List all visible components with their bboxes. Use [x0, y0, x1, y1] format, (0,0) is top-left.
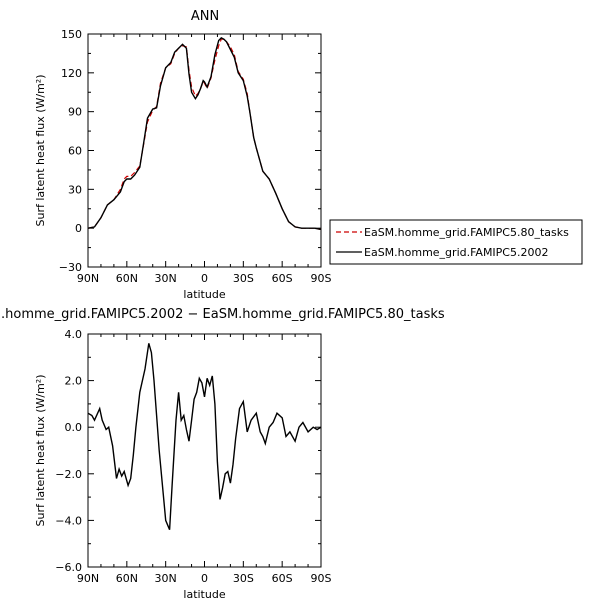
y-tick-label-1: 90: [68, 106, 82, 119]
x-tick-label-1: 0: [201, 272, 208, 285]
series-line-2-1: [88, 343, 321, 530]
legend-label-2: EaSM.homme_grid.FAMIPC5.2002: [364, 246, 548, 259]
chart-title-1: ANN: [191, 9, 219, 24]
legend-box: [329, 219, 583, 265]
x-tick-label-1: 30S: [233, 272, 254, 285]
x-axis-label-2: latitude: [183, 588, 225, 601]
y-tick-label-2: −2.0: [55, 468, 82, 481]
x-tick-label-1: 60N: [116, 272, 138, 285]
series-line-1-2: [88, 37, 321, 231]
x-tick-label-1: 90N: [77, 272, 99, 285]
plot-frame-1: [87, 33, 322, 268]
y-tick-label-2: −4.0: [55, 514, 82, 527]
y-tick-label-1: 0: [75, 222, 82, 235]
y-axis-label-2: Surf latent heat flux (W/m²): [34, 375, 47, 527]
y-tick-label-1: −30: [59, 261, 82, 274]
x-tick-label-2: 60N: [116, 572, 138, 585]
plot-frame-2: [87, 333, 322, 568]
y-tick-label-1: 30: [68, 183, 82, 196]
chart-title-2: EaSM.homme_grid.FAMIPC5.2002 − EaSM.homm…: [0, 307, 445, 322]
x-tick-label-1: 30N: [155, 272, 177, 285]
x-tick-label-1: 90S: [311, 272, 332, 285]
x-tick-label-2: 60S: [272, 572, 293, 585]
y-tick-label-2: 2.0: [65, 375, 83, 388]
y-tick-label-2: 0.0: [65, 421, 83, 434]
y-axis-label-1: Surf latent heat flux (W/m²): [34, 75, 47, 227]
series-line-1-1: [88, 38, 321, 231]
x-tick-label-2: 90S: [311, 572, 332, 585]
x-tick-label-2: 0: [201, 572, 208, 585]
x-axis-label-1: latitude: [183, 288, 225, 301]
legend-label-1: EaSM.homme_grid.FAMIPC5.80_tasks: [364, 226, 569, 239]
y-tick-label-1: 120: [61, 67, 82, 80]
y-tick-label-1: 150: [61, 28, 82, 41]
y-tick-label-1: 60: [68, 145, 82, 158]
y-tick-label-2: −6.0: [55, 561, 82, 574]
y-tick-label-2: 4.0: [65, 328, 83, 341]
x-tick-label-2: 90N: [77, 572, 99, 585]
x-tick-label-2: 30N: [155, 572, 177, 585]
x-tick-label-2: 30S: [233, 572, 254, 585]
x-tick-label-1: 60S: [272, 272, 293, 285]
